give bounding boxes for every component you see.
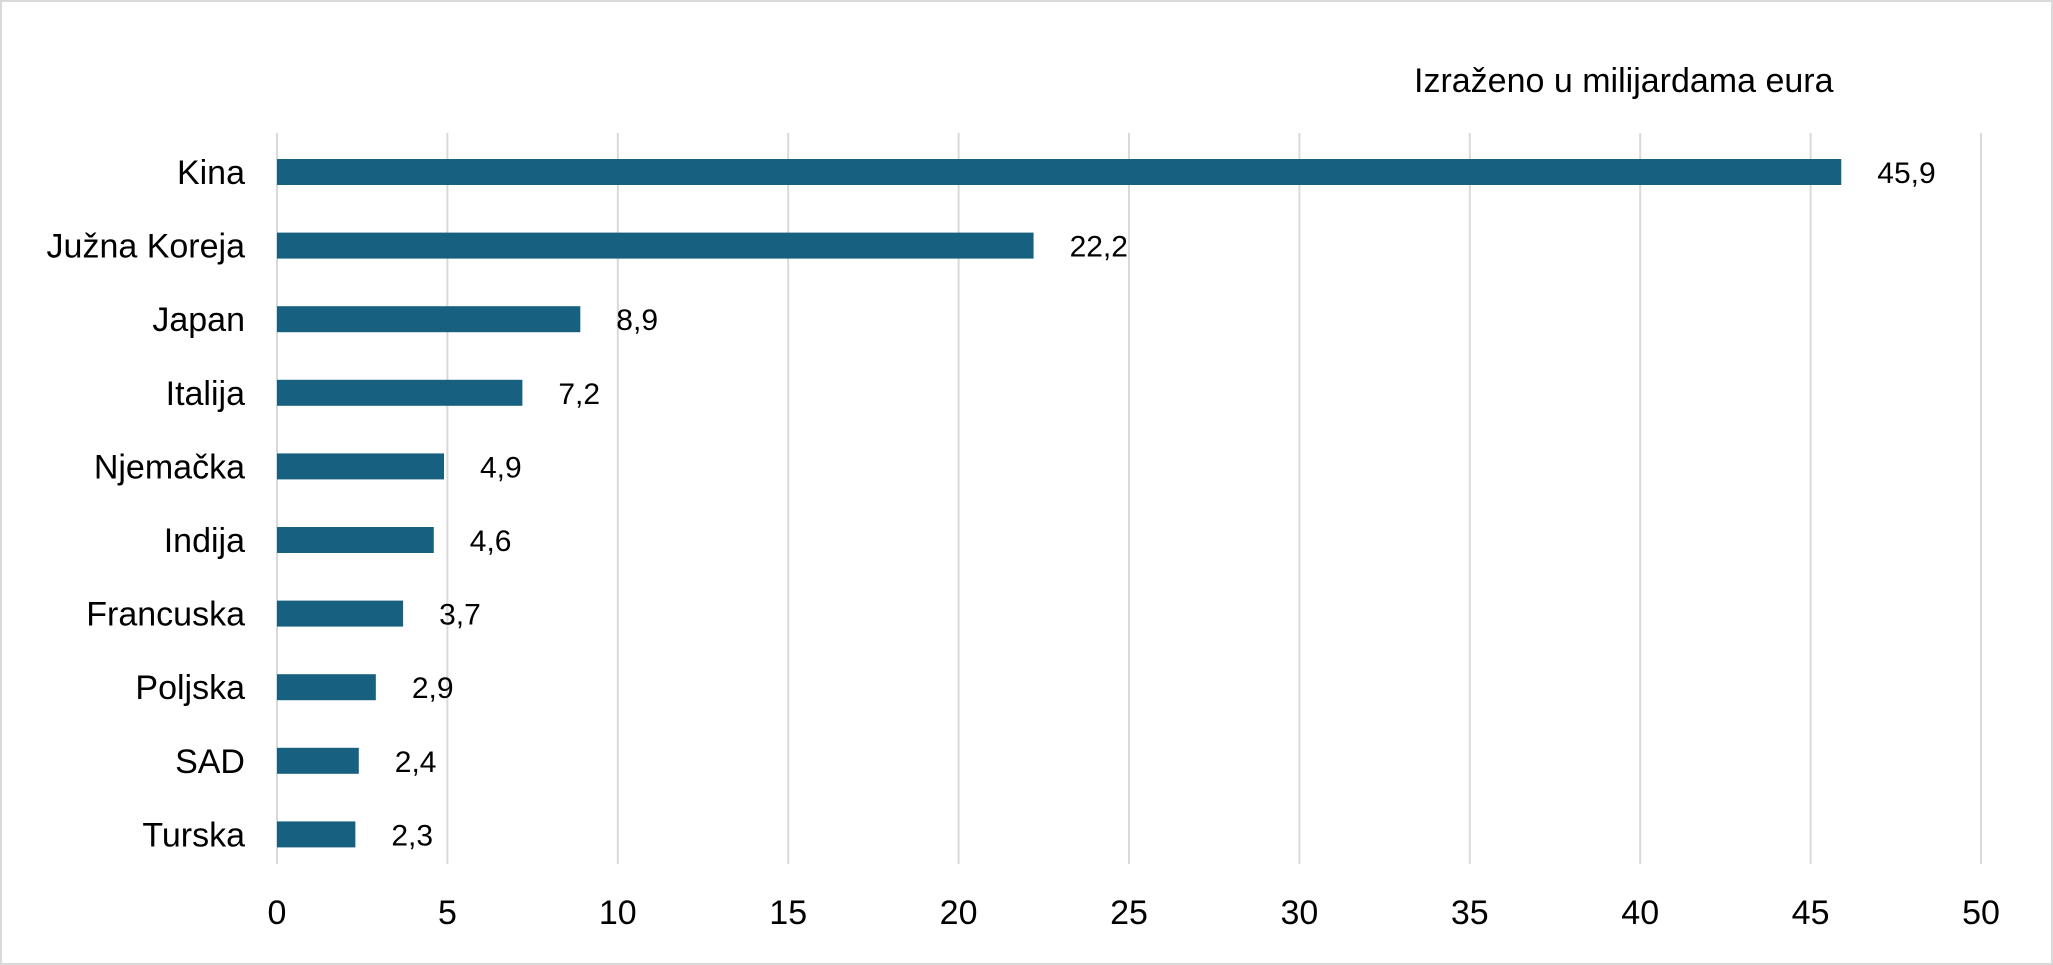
x-tick-label: 35	[1451, 894, 1489, 932]
category-label: Južna Koreja	[47, 228, 246, 266]
category-label: Poljska	[135, 669, 245, 707]
unit-label: Izraženo u milijardama eura	[1414, 62, 1834, 100]
category-label: SAD	[175, 743, 245, 781]
x-tick-label: 5	[438, 894, 457, 932]
category-label: Indija	[164, 522, 245, 560]
x-tick-label: 0	[268, 894, 287, 932]
bar-value-label: 2,3	[391, 819, 433, 852]
bar-value-label: 7,2	[558, 378, 600, 411]
x-tick-label: 45	[1792, 894, 1830, 932]
x-tick-label: 40	[1621, 894, 1659, 932]
bar	[277, 232, 1034, 259]
bar-value-label: 4,9	[480, 451, 522, 484]
grid-lines	[276, 133, 1982, 864]
bar-value-label: 8,9	[616, 304, 658, 337]
bar	[277, 674, 376, 701]
category-label: Turska	[142, 816, 245, 854]
x-tick-label: 20	[940, 894, 978, 932]
category-label: Italija	[166, 375, 245, 413]
x-tick-label: 25	[1110, 894, 1148, 932]
x-tick-label: 50	[1962, 894, 2000, 932]
bar-value-label: 2,9	[412, 672, 454, 705]
category-labels: Kina Južna Koreja Japan Italija Njemačka Indi…	[47, 154, 246, 854]
category-label: Francuska	[86, 596, 245, 634]
bar	[277, 159, 1842, 185]
value-labels: 45,9 22,2 8,9 7,2 4,9 4,6 3,7 2,9 2,4 2,3	[391, 157, 1935, 852]
category-label: Njemačka	[94, 448, 245, 486]
bar-value-label: 3,7	[439, 599, 481, 632]
bar-value-label: 4,6	[470, 525, 512, 558]
x-tick-label: 15	[769, 894, 807, 932]
category-label: Japan	[152, 301, 245, 339]
bar-value-label: 22,2	[1070, 231, 1128, 264]
bar	[277, 306, 581, 333]
bar	[277, 821, 356, 848]
bar	[277, 527, 434, 553]
x-tick-labels: 0 5 10 15 20 25 30 35 40 45 50	[268, 894, 2000, 932]
bars	[277, 159, 1842, 848]
category-label: Kina	[177, 154, 245, 192]
bar	[277, 600, 404, 627]
bar-value-label: 45,9	[1877, 157, 1935, 190]
bar-value-label: 2,4	[395, 746, 437, 779]
bar	[277, 747, 359, 774]
bar	[277, 379, 523, 406]
bar	[277, 453, 444, 480]
x-tick-label: 30	[1280, 894, 1318, 932]
x-tick-label: 10	[599, 894, 637, 932]
